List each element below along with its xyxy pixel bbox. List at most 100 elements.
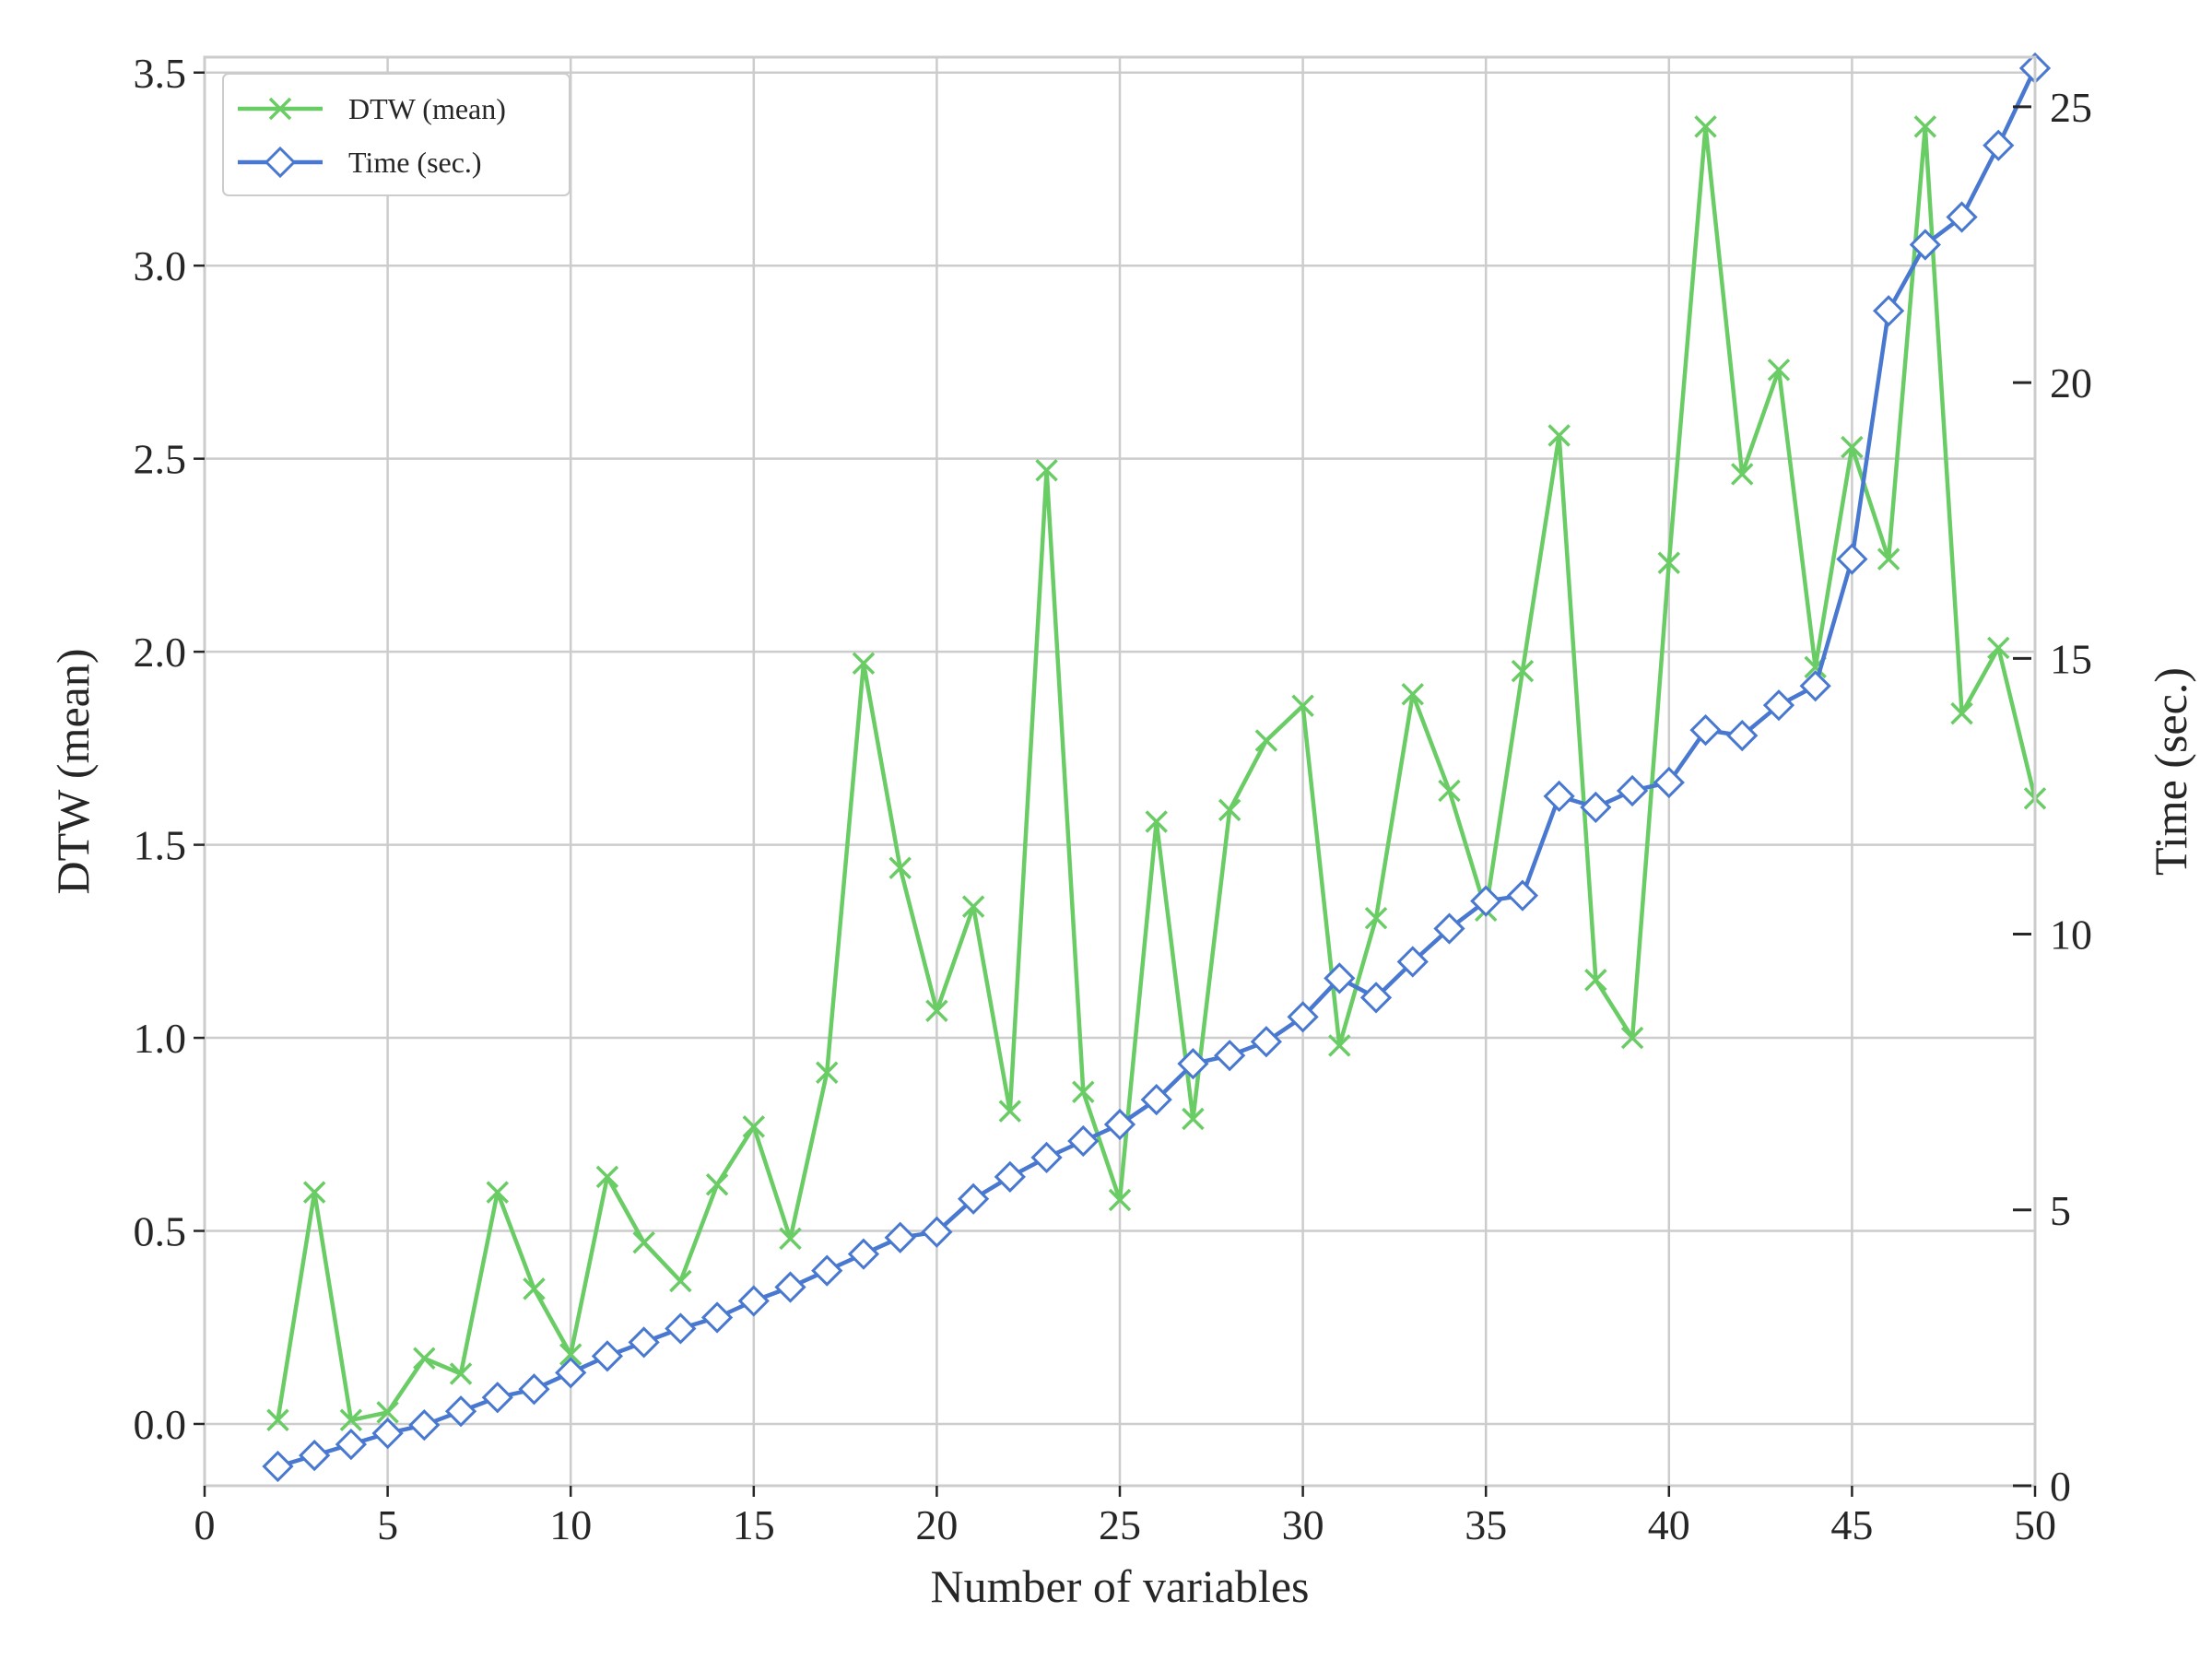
y2-tick-label: 0: [2050, 1463, 2071, 1510]
data-point: [1946, 201, 1978, 233]
data-point: [632, 1230, 655, 1254]
data-point: [1767, 359, 1791, 382]
data-point: [339, 1408, 363, 1432]
x-tick-label: 0: [194, 1501, 216, 1548]
y-axis-label: DTW (mean): [47, 648, 99, 894]
data-point: [449, 1362, 473, 1385]
data-point: [1584, 968, 1607, 992]
data-point: [669, 1269, 692, 1293]
data-point: [1987, 636, 2010, 660]
data-point: [998, 1100, 1022, 1123]
data-point: [302, 1181, 326, 1204]
data-point: [628, 1326, 660, 1359]
data-point: [1877, 547, 1900, 571]
data-point: [1726, 719, 1759, 752]
x-tick-label: 30: [1282, 1501, 1324, 1548]
data-point: [847, 1238, 880, 1270]
y-tick-label: 2.0: [134, 629, 187, 676]
data-point: [1030, 1141, 1063, 1174]
data-point: [957, 1182, 990, 1215]
data-point: [852, 652, 876, 675]
data-point: [1547, 424, 1571, 447]
data-point: [1836, 543, 1868, 575]
data-point: [1872, 295, 1905, 327]
data-point: [665, 1312, 697, 1345]
data-point: [1620, 1026, 1644, 1050]
data-point: [1506, 879, 1539, 912]
data-point: [1364, 906, 1388, 930]
data-point: [1145, 810, 1168, 833]
data-point: [1254, 729, 1278, 752]
data-point: [444, 1395, 477, 1428]
data-point: [742, 1115, 766, 1138]
data-point: [1913, 115, 1937, 138]
data-point: [1401, 682, 1424, 706]
data-point: [925, 999, 948, 1022]
data-point: [1694, 115, 1717, 138]
data-point: [559, 1343, 582, 1366]
y2-tick-label: 25: [2050, 84, 2092, 131]
data-point: [884, 1221, 916, 1253]
legend-label-time: Time (sec.): [348, 146, 482, 179]
x-tick-label: 50: [2014, 1501, 2056, 1548]
data-point: [1950, 701, 1973, 725]
data-point: [774, 1271, 806, 1303]
x-tick-label: 45: [1830, 1501, 1873, 1548]
data-point: [555, 1357, 587, 1389]
data-point: [413, 1347, 436, 1370]
x-tick-label: 25: [1099, 1501, 1141, 1548]
data-point: [1762, 689, 1795, 722]
data-point: [262, 1450, 294, 1483]
data-point: [266, 1408, 289, 1432]
y-tick-label: 3.5: [134, 50, 187, 97]
y-tick-label: 0.5: [134, 1208, 187, 1255]
data-point: [335, 1428, 368, 1461]
data-point: [1072, 1080, 1095, 1103]
data-point: [811, 1254, 843, 1287]
data-point: [1616, 774, 1649, 807]
data-point: [921, 1216, 953, 1248]
data-point: [1328, 1034, 1351, 1057]
y2-tick-label: 10: [2050, 912, 2092, 959]
y2-axis-label: Time (sec.): [2145, 667, 2196, 876]
y-axis-left: 0.0 0.5 1.0 1.5 2.0 2.5 3.0 3.5: [134, 50, 205, 1448]
data-point: [1470, 885, 1502, 917]
data-point: [1108, 1188, 1132, 1212]
data-point: [1140, 1083, 1172, 1116]
x-tick-label: 5: [377, 1501, 398, 1548]
y-tick-label: 2.5: [134, 436, 187, 483]
data-point: [371, 1418, 404, 1450]
legend-marker-time: [264, 146, 297, 179]
legend-box: [222, 73, 571, 196]
y-tick-label: 1.0: [134, 1015, 187, 1062]
data-point: [1396, 946, 1429, 978]
data-point: [595, 1165, 619, 1189]
x-axis: 0 5 10 15 20 25 30 35 40 45 50: [194, 1486, 2056, 1548]
data-point: [1291, 694, 1314, 718]
y2-tick-label: 5: [2050, 1187, 2071, 1234]
y-tick-label: 0.0: [134, 1401, 187, 1448]
y-tick-label: 1.5: [134, 822, 187, 869]
data-point: [1689, 713, 1722, 747]
data-point: [1841, 435, 1864, 459]
data-point: [1218, 798, 1241, 822]
data-point: [1035, 459, 1058, 482]
data-point: [1177, 1048, 1209, 1080]
x-axis-label: Number of variables: [931, 1560, 1310, 1612]
y2-tick-label: 20: [2050, 359, 2092, 406]
series-layer: [262, 52, 2052, 1483]
legend-entry-time: Time (sec.): [238, 146, 482, 179]
data-point: [591, 1340, 624, 1372]
data-point: [779, 1227, 802, 1251]
data-point: [994, 1160, 1026, 1193]
legend: DTW (mean) Time (sec.): [222, 73, 571, 196]
data-point: [1250, 1026, 1283, 1058]
x-tick-label: 40: [1648, 1501, 1690, 1548]
data-point: [1103, 1108, 1136, 1141]
data-point: [705, 1173, 729, 1196]
data-point: [1983, 129, 2015, 161]
series-time: [262, 52, 2052, 1483]
data-point: [486, 1181, 509, 1204]
